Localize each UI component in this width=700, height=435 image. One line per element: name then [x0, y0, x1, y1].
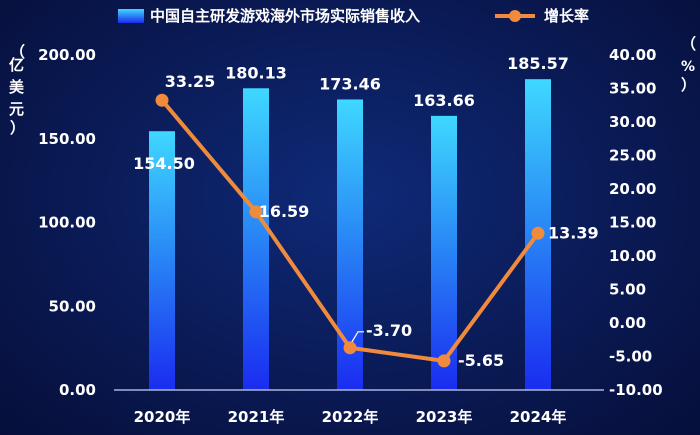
left-unit-char-0: （: [10, 43, 25, 61]
callout-leader: [351, 331, 364, 343]
left-axis-ticks: 0.00 50.00 100.00 150.00 200.00: [38, 46, 96, 399]
right-tick-label: 30.00: [609, 113, 656, 131]
growth-rate-marker: [155, 93, 169, 107]
left-unit-char-4: ）: [10, 119, 25, 137]
left-unit-char-3: 元: [9, 100, 24, 118]
right-axis-ticks: -10.00 -5.00 0.00 5.00 10.00 15.00 20.00 25.00 3…: [609, 46, 663, 399]
growth-rate-marker: [531, 226, 545, 240]
left-tick-label: 200.00: [38, 46, 96, 64]
legend: 中国自主研发游戏海外市场实际销售收入 增长率: [118, 7, 589, 25]
right-unit-char-1: %: [681, 59, 695, 75]
left-tick-label: 0.00: [59, 381, 96, 399]
left-tick-label: 100.00: [38, 214, 96, 232]
bar: [431, 115, 457, 390]
line-value-label: 13.39: [548, 223, 599, 242]
right-unit-char-2: ）: [681, 76, 696, 94]
right-unit-char-0: （: [681, 35, 696, 53]
bar-value-label: 163.66: [413, 91, 475, 110]
line-value-label: -5.65: [458, 351, 504, 370]
left-axis-unit: （ 亿 美 元 ）: [9, 43, 25, 137]
x-axis-tick-labels: 2020年 2021年 2022年 2023年 2024年: [134, 408, 567, 426]
right-tick-label: 35.00: [609, 80, 656, 98]
legend-swatch-marker: [509, 10, 521, 22]
bar: [243, 88, 269, 390]
line-value-labels: 33.25 16.59 -3.70 -5.65 13.39: [165, 72, 599, 370]
legend-swatch-bar: [118, 9, 144, 23]
bar: [149, 131, 175, 390]
x-tick-label: 2023年: [416, 408, 473, 426]
right-tick-label: -5.00: [609, 348, 652, 366]
right-axis-unit: （ % ）: [681, 35, 696, 94]
legend-label-bar: 中国自主研发游戏海外市场实际销售收入: [150, 7, 420, 25]
left-tick-label: 150.00: [38, 130, 96, 148]
growth-rate-marker: [343, 341, 357, 355]
right-tick-label: 0.00: [609, 314, 646, 332]
growth-rate-marker: [437, 354, 451, 368]
bar-value-label: 154.50: [133, 154, 195, 173]
bar-value-label: 185.57: [507, 54, 569, 73]
x-tick-label: 2021年: [228, 408, 285, 426]
left-unit-char-1: 亿: [9, 56, 24, 74]
bar-value-labels: 154.50 180.13 173.46 163.66 185.57: [133, 54, 569, 173]
bar-series: [149, 79, 551, 390]
line-value-label: -3.70: [366, 321, 412, 340]
bar-value-label: 173.46: [319, 74, 381, 93]
legend-label-line: 增长率: [544, 7, 589, 25]
right-tick-label: 20.00: [609, 180, 656, 198]
left-unit-char-2: 美: [9, 78, 25, 96]
right-tick-label: 40.00: [609, 46, 656, 64]
x-tick-label: 2022年: [322, 408, 379, 426]
right-tick-label: 5.00: [609, 281, 646, 299]
right-tick-label: 15.00: [609, 214, 656, 232]
line-value-label: 16.59: [259, 202, 310, 221]
x-tick-label: 2020年: [134, 408, 191, 426]
bar-value-label: 180.13: [225, 63, 287, 82]
right-tick-label: 25.00: [609, 147, 656, 165]
growth-rate-series: [155, 93, 545, 368]
left-tick-label: 50.00: [49, 297, 96, 315]
x-tick-label: 2024年: [510, 408, 567, 426]
line-value-label: 33.25: [165, 72, 216, 91]
growth-rate-marker: [249, 205, 263, 219]
right-tick-label: 10.00: [609, 247, 656, 265]
right-tick-label: -10.00: [609, 381, 663, 399]
